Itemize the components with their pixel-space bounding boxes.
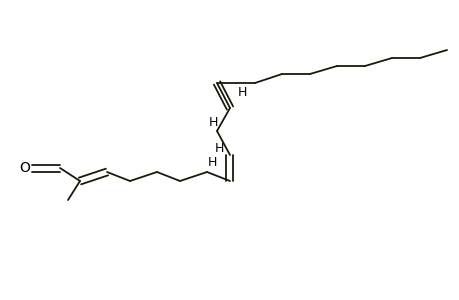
Text: H: H (207, 157, 217, 169)
Text: H: H (208, 116, 218, 128)
Text: H: H (214, 142, 224, 154)
Text: H: H (237, 86, 247, 100)
Text: O: O (20, 161, 30, 175)
